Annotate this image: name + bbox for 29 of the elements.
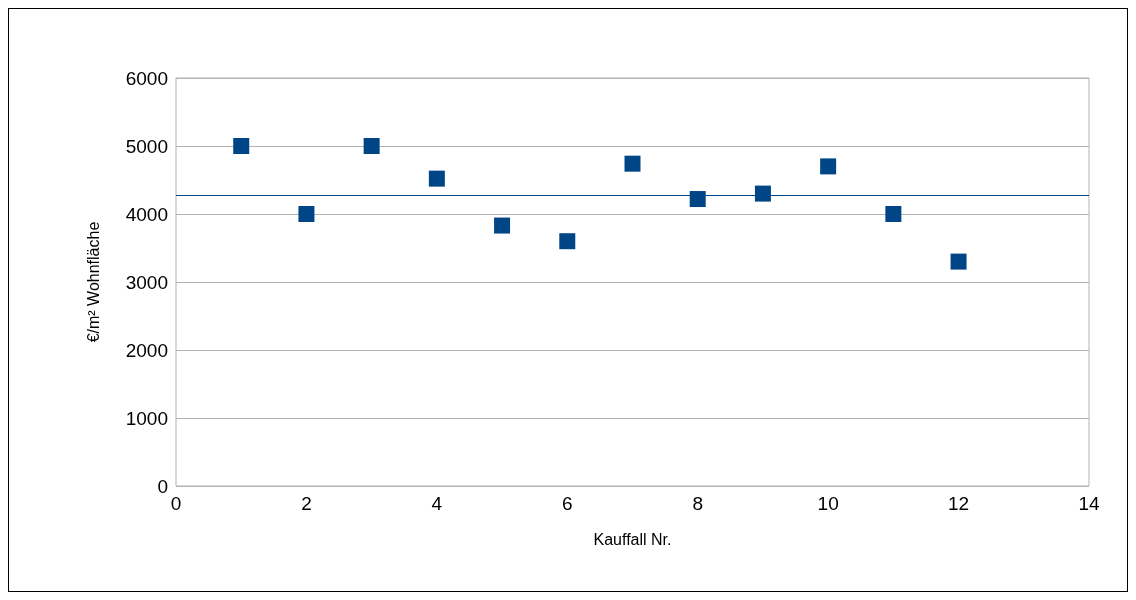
x-tick-label: 12	[948, 493, 970, 514]
y-tick-label: 3000	[125, 271, 168, 293]
y-tick-label: 2000	[125, 339, 168, 361]
point	[494, 217, 511, 234]
point	[885, 206, 902, 222]
x-tick-label: 4	[431, 493, 443, 514]
point	[559, 233, 576, 250]
point	[754, 185, 771, 202]
point	[950, 253, 967, 270]
y-tick-label: 5000	[125, 135, 168, 157]
y-tick-label: 0	[157, 475, 168, 497]
y-axis-title: €/m² Wohnfläche	[84, 221, 102, 343]
x-tick-label: 6	[562, 493, 573, 514]
point	[624, 155, 641, 172]
x-tick-label: 0	[170, 493, 182, 514]
point	[689, 191, 706, 208]
point	[428, 170, 445, 187]
point	[233, 138, 250, 154]
x-tick-label: 8	[692, 493, 703, 514]
point	[298, 206, 315, 222]
x-axis-title: Kauffall Nr.	[593, 530, 672, 548]
y-tick-label: 1000	[125, 407, 168, 429]
y-tick-label: 6000	[125, 67, 168, 89]
point	[363, 138, 380, 154]
x-tick-label: 10	[817, 493, 839, 514]
x-tick-label: 2	[301, 493, 312, 514]
x-tick-label: 14	[1078, 493, 1100, 514]
y-tick-label: 4000	[125, 203, 168, 225]
point	[820, 158, 837, 175]
